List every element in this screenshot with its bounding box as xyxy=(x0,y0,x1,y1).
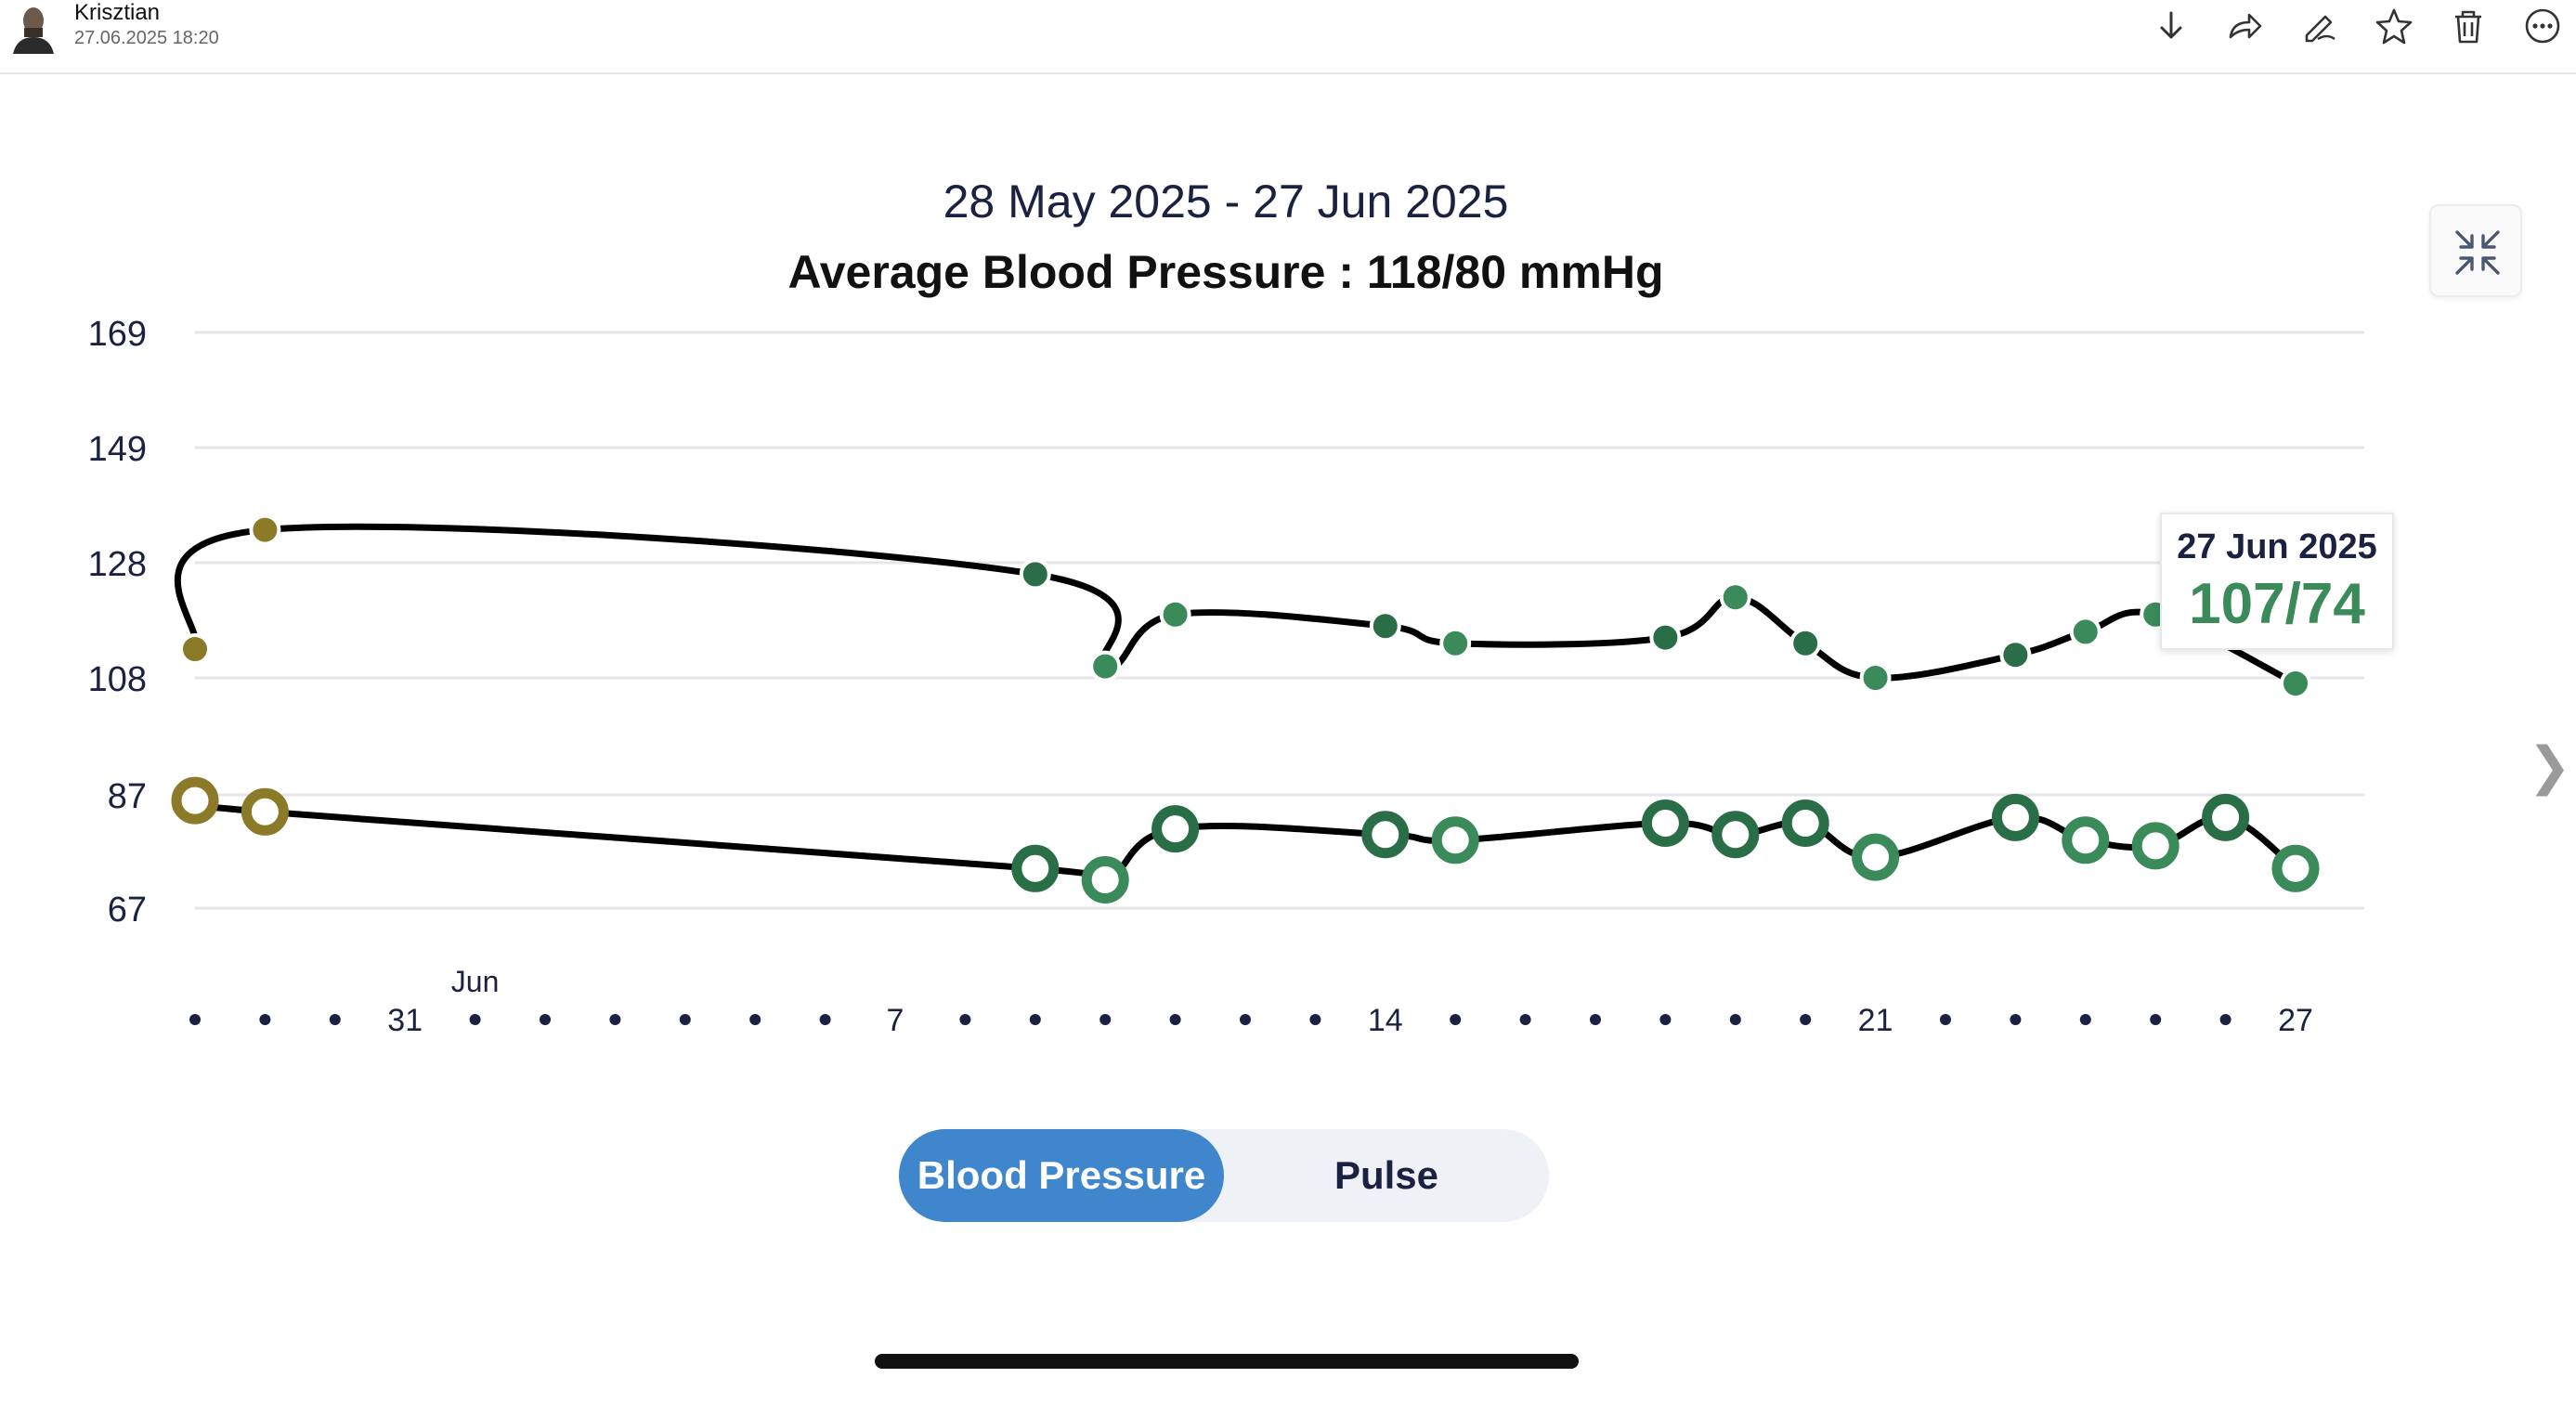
x-tick-dot xyxy=(1099,1014,1112,1025)
y-tick-label: 128 xyxy=(88,545,147,584)
x-tick-dot xyxy=(329,1014,341,1025)
x-tick-dot xyxy=(1729,1014,1741,1025)
x-tick-label: 14 xyxy=(1368,1003,1403,1038)
date-range-title: 28 May 2025 - 27 Jun 2025 xyxy=(943,176,1509,228)
x-tick-dot xyxy=(1309,1014,1321,1025)
x-tick-dot xyxy=(189,1014,201,1025)
average-bp-title: Average Blood Pressure : 118/80 mmHg xyxy=(787,246,1664,298)
systolic-point xyxy=(2069,616,2101,648)
diastolic-point xyxy=(1852,833,1900,881)
diastolic-point xyxy=(1991,793,2039,841)
sender-name: Krisztian xyxy=(74,0,161,25)
message-header: Krisztian 27.06.2025 18:20 xyxy=(0,0,2576,74)
y-tick-label: 149 xyxy=(88,430,147,469)
x-tick-dot xyxy=(1240,1014,1251,1025)
home-indicator xyxy=(875,1354,1579,1369)
diastolic-point xyxy=(1011,844,1060,892)
x-tick-dot xyxy=(2219,1014,2231,1025)
diastolic-point xyxy=(1431,816,1479,864)
x-tick-label: 21 xyxy=(1858,1003,1893,1038)
avatar[interactable] xyxy=(9,0,58,54)
diastolic-point xyxy=(1081,856,1129,904)
pulse-tab[interactable]: Pulse xyxy=(1334,1153,1439,1197)
diastolic-line xyxy=(174,797,2299,887)
selected-reading-tooltip: 27 Jun 2025 107/74 xyxy=(2160,513,2394,650)
systolic-point xyxy=(1159,598,1191,630)
message-timestamp: 27.06.2025 18:20 xyxy=(74,28,219,48)
systolic-point xyxy=(179,633,211,665)
download-icon[interactable] xyxy=(2151,6,2192,46)
y-tick-label: 87 xyxy=(108,777,147,816)
x-tick-label: 31 xyxy=(387,1003,423,1038)
forward-icon[interactable] xyxy=(2225,6,2266,46)
diastolic-point xyxy=(1151,805,1200,853)
x-tick-dot xyxy=(2079,1014,2091,1025)
y-tick-label: 108 xyxy=(88,660,147,699)
diastolic-point xyxy=(241,787,289,836)
diastolic-point xyxy=(1361,811,1410,859)
systolic-point xyxy=(1439,627,1472,659)
x-tick-dot xyxy=(1590,1014,1601,1025)
x-tick-dot xyxy=(609,1014,621,1025)
systolic-point xyxy=(1999,639,2032,671)
systolic-point xyxy=(1649,621,1682,654)
systolic-point xyxy=(1089,650,1122,682)
trash-icon[interactable] xyxy=(2448,6,2489,46)
x-tick-dot xyxy=(469,1014,481,1025)
x-tick-dot xyxy=(1940,1014,1951,1025)
x-tick-dot xyxy=(819,1014,831,1025)
x-tick-dot xyxy=(1800,1014,1812,1025)
markup-icon[interactable] xyxy=(2299,6,2340,46)
systolic-point xyxy=(1789,627,1822,659)
x-tick-label: 27 xyxy=(2278,1003,2313,1038)
diastolic-point xyxy=(2131,822,2179,870)
x-tick-dot xyxy=(679,1014,691,1025)
diastolic-point xyxy=(2271,844,2320,892)
systolic-point xyxy=(1369,610,1401,643)
systolic-point xyxy=(1719,581,1751,614)
month-label: Jun xyxy=(451,965,500,998)
tooltip-date: 27 Jun 2025 xyxy=(2177,527,2377,566)
x-tick-dot xyxy=(2150,1014,2162,1025)
more-icon[interactable] xyxy=(2522,6,2563,46)
x-tick-dot xyxy=(1659,1014,1672,1025)
x-tick-dot xyxy=(2010,1014,2022,1025)
systolic-point xyxy=(1019,558,1051,591)
diastolic-point xyxy=(1781,800,1829,847)
next-chevron-icon[interactable]: ❯ xyxy=(2528,736,2571,795)
collapse-button[interactable] xyxy=(2429,204,2522,297)
y-tick-label: 67 xyxy=(108,890,147,930)
diastolic-point xyxy=(2202,793,2250,841)
metric-toggle: Blood Pressure Pulse xyxy=(899,1129,1549,1222)
star-icon[interactable] xyxy=(2374,6,2414,46)
x-tick-label: 7 xyxy=(887,1003,904,1038)
x-tick-dot xyxy=(1029,1014,1041,1025)
systolic-point xyxy=(1859,662,1892,694)
tooltip-value: 107/74 xyxy=(2189,572,2365,636)
systolic-line xyxy=(174,523,2299,687)
x-tick-dot xyxy=(540,1014,551,1025)
collapse-icon xyxy=(2455,230,2500,275)
diastolic-point xyxy=(2062,816,2110,864)
y-tick-label: 169 xyxy=(88,315,147,354)
x-tick-dot xyxy=(259,1014,271,1025)
x-tick-dot xyxy=(1169,1014,1181,1025)
x-tick-dot xyxy=(1519,1014,1531,1025)
diastolic-point xyxy=(1641,800,1689,847)
blood-pressure-tab[interactable]: Blood Pressure xyxy=(899,1129,1224,1222)
x-tick-dot xyxy=(1450,1014,1462,1025)
systolic-point xyxy=(2280,668,2311,699)
diastolic-point xyxy=(171,776,219,825)
x-tick-dot xyxy=(749,1014,761,1025)
systolic-point xyxy=(249,514,281,546)
x-tick-dot xyxy=(959,1014,971,1025)
diastolic-point xyxy=(1711,811,1760,859)
